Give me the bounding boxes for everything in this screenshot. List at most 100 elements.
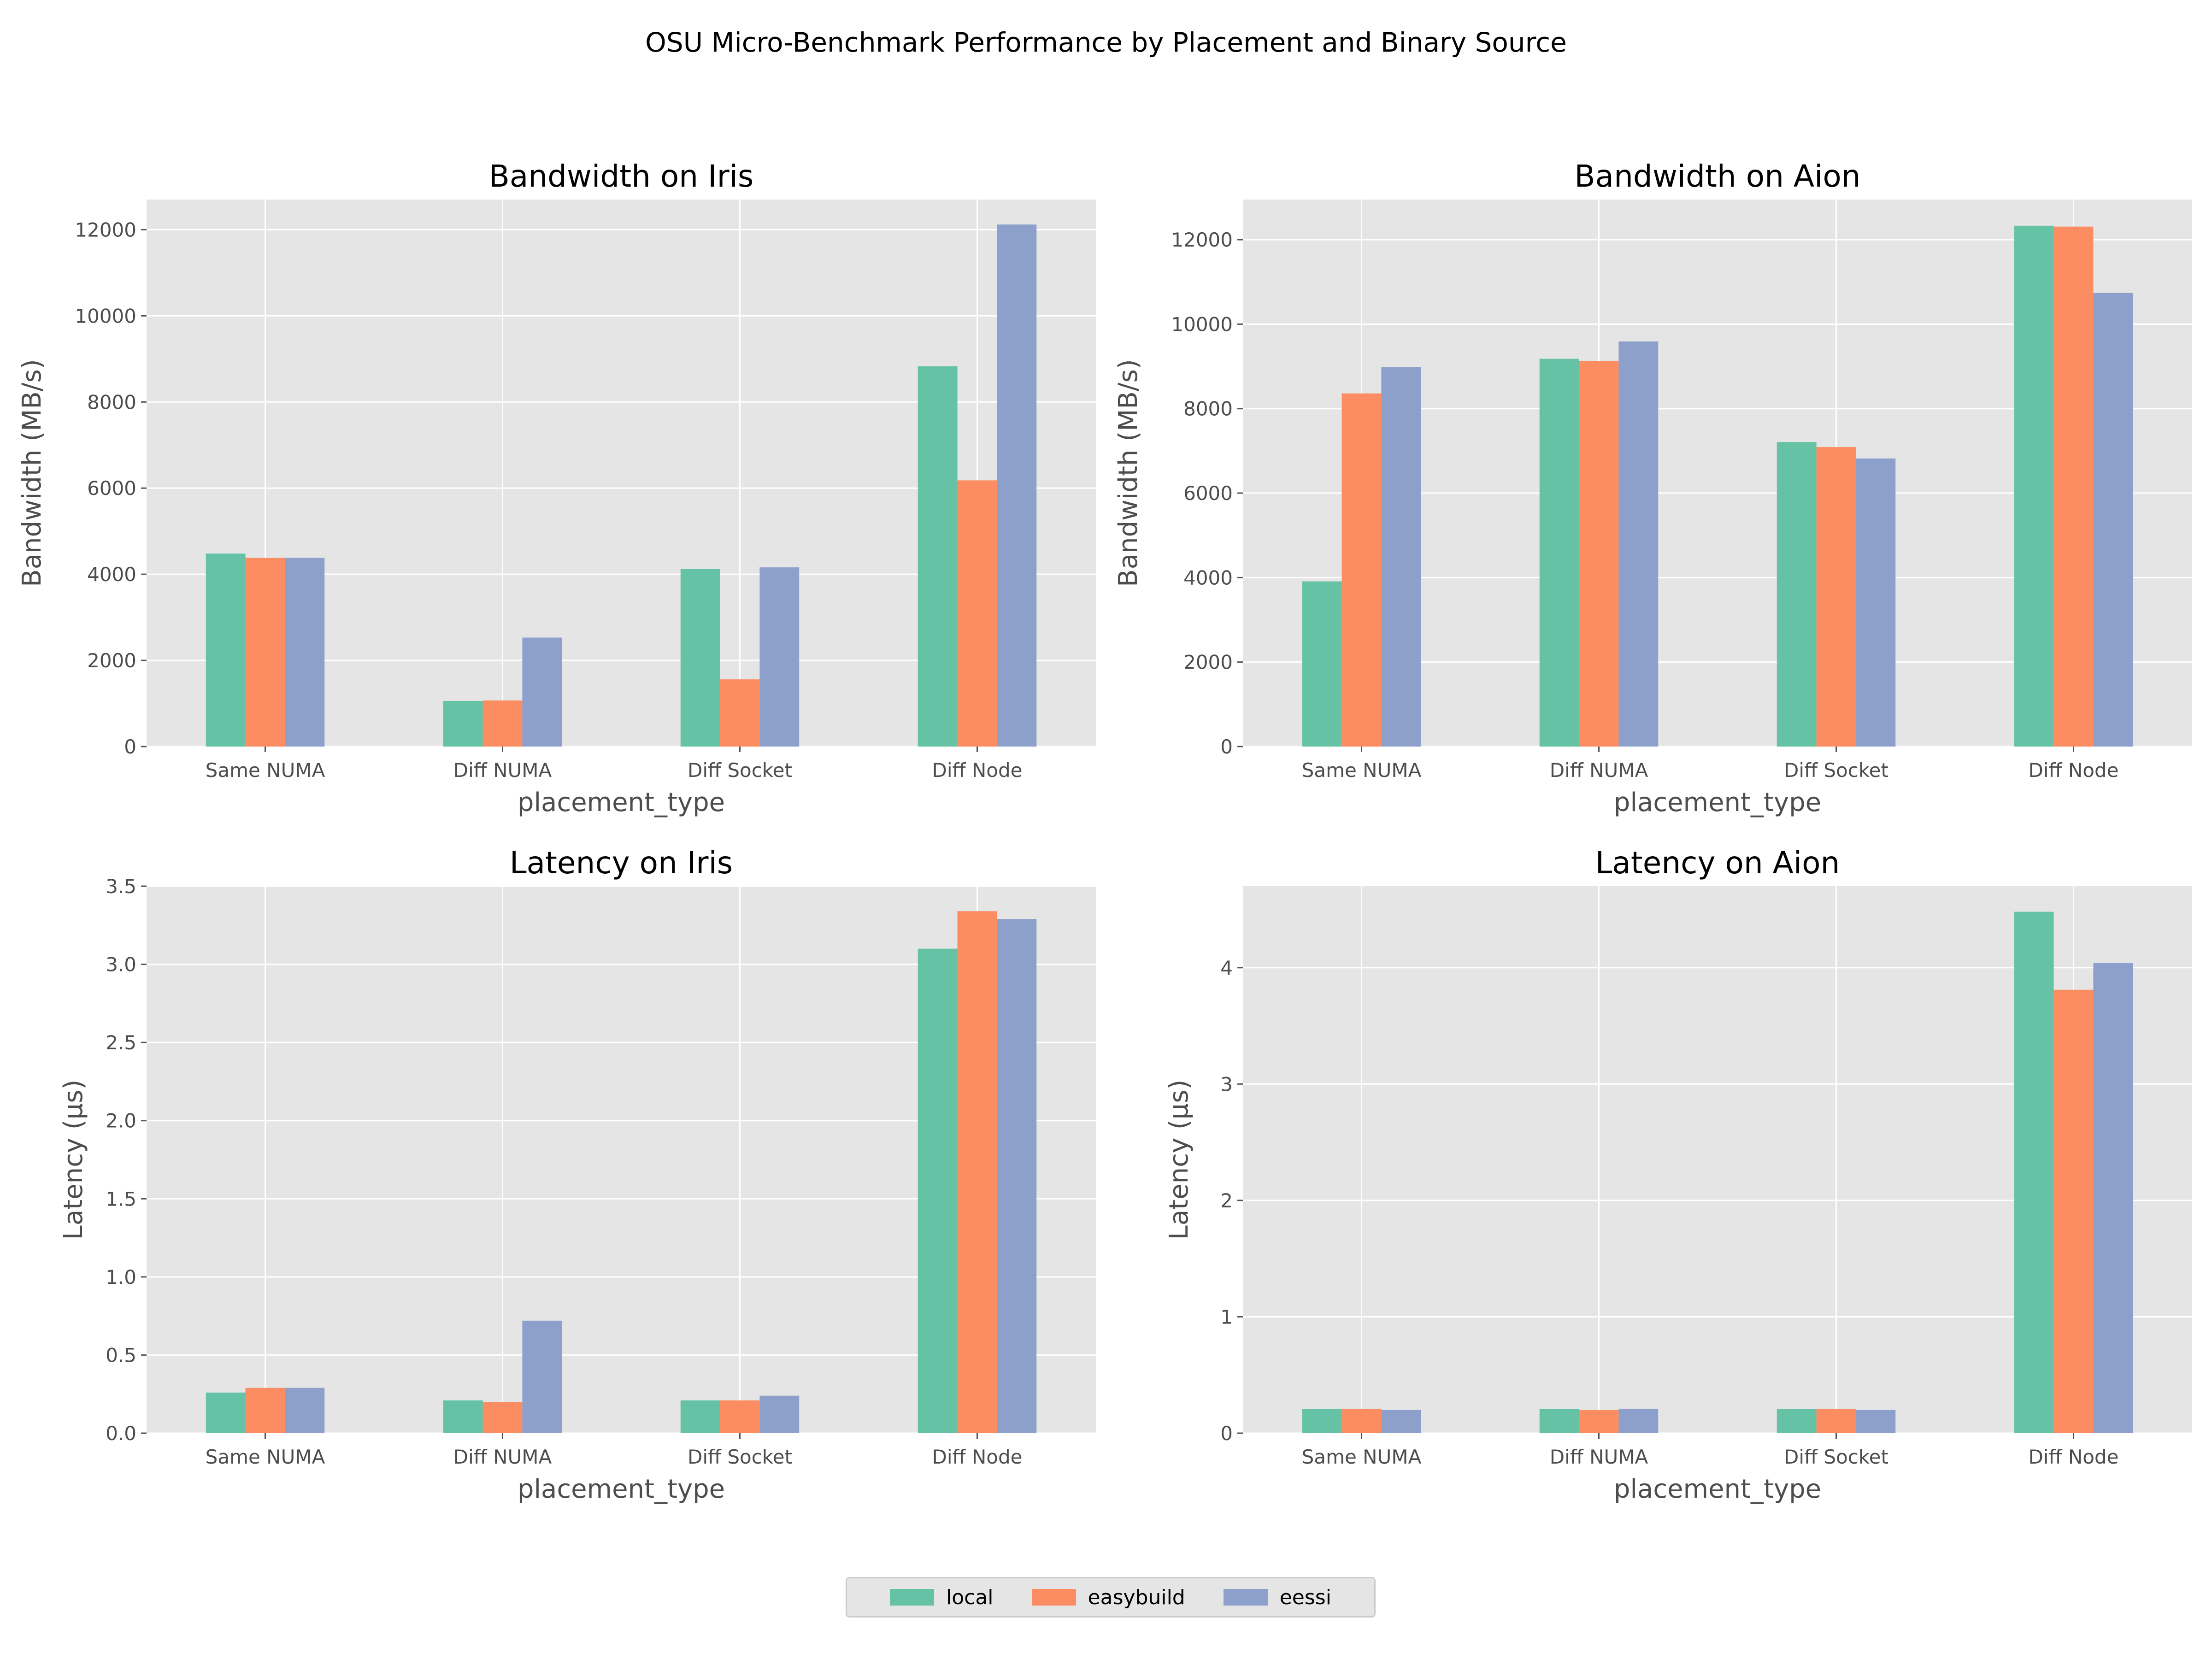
chart2-bar-local	[1539, 359, 1579, 747]
chart2-bar-eessi	[1618, 341, 1659, 747]
chart4-ytick-label: 2	[1220, 1189, 1233, 1212]
chart3-bar-local	[443, 1400, 483, 1433]
chart3-ytick-label: 3.0	[106, 953, 136, 976]
chart2-ytick-label: 8000	[1183, 398, 1233, 420]
chart4-bar-eessi	[2093, 963, 2133, 1433]
chart3-xlabel: placement_type	[518, 1474, 725, 1504]
chart4-bar-local	[2014, 912, 2054, 1433]
chart4-ytick-label: 3	[1220, 1073, 1233, 1095]
chart2-bar-easybuild	[1816, 447, 1856, 747]
legend-item-easybuild: easybuild	[1031, 1585, 1185, 1609]
chart3-bar-easybuild	[720, 1400, 760, 1433]
chart1-bar-eessi	[285, 558, 325, 747]
chart1-xtick-label: Diff Node	[932, 759, 1023, 782]
chart4-xtick-label: Diff Node	[2029, 1446, 2119, 1468]
chart3-bar-easybuild	[482, 1402, 523, 1433]
chart4-bar-eessi	[1618, 1408, 1659, 1433]
chart4-xtick-label: Diff Socket	[1784, 1446, 1888, 1468]
legend-swatch-eessi	[1223, 1589, 1268, 1606]
chart2-ytick-label: 2000	[1183, 651, 1233, 674]
chart3-xtick-label: Diff NUMA	[453, 1446, 552, 1468]
chart4-bar-eessi	[1381, 1410, 1421, 1433]
legend-swatch-easybuild	[1031, 1589, 1076, 1606]
chart1-bar-easybuild	[482, 700, 523, 747]
chart1-bar-eessi	[759, 567, 800, 747]
chart2-ytick-label: 12000	[1171, 229, 1233, 251]
chart4-bar-easybuild	[1816, 1408, 1856, 1433]
chart2-bar-eessi	[1856, 458, 1896, 747]
chart1-bar-eessi	[997, 224, 1037, 747]
chart3-bar-eessi	[285, 1388, 325, 1433]
chart3-ytick-label: 0.0	[106, 1422, 136, 1445]
chart4-bar-easybuild	[1341, 1408, 1382, 1433]
chart4-xtick-label: Same NUMA	[1302, 1446, 1422, 1468]
chart3-title: Latency on Iris	[510, 845, 733, 881]
chart1-xtick-label: Diff Socket	[688, 759, 792, 782]
legend-swatch-local	[890, 1589, 934, 1606]
chart2-bar-local	[1302, 581, 1342, 747]
chart3-bar-local	[918, 948, 958, 1433]
chart1-ytick-label: 2000	[87, 649, 136, 672]
chart2-bar-eessi	[2093, 293, 2133, 747]
chart1-ytick-label: 6000	[87, 477, 136, 500]
chart3-ytick-label: 1.5	[106, 1188, 136, 1210]
chart1-bar-eessi	[522, 637, 562, 747]
chart4-xlabel: placement_type	[1614, 1474, 1821, 1504]
legend: local easybuild eessi	[846, 1577, 1376, 1618]
chart1-bar-local	[918, 366, 958, 747]
chart3-ytick-label: 2.5	[106, 1031, 136, 1054]
chart2-ytick-label: 10000	[1171, 313, 1233, 335]
chart4-ytick-label: 4	[1220, 957, 1233, 979]
chart2-xtick-label: Diff NUMA	[1550, 759, 1648, 782]
chart4-bar-local	[1777, 1408, 1817, 1433]
chart3-bar-eessi	[759, 1395, 800, 1433]
chart3-bar-local	[680, 1400, 720, 1433]
chart3-ylabel: Latency (μs)	[59, 1080, 88, 1240]
chart4-ylabel: Latency (μs)	[1164, 1080, 1194, 1240]
chart2-xtick-label: Diff Socket	[1784, 759, 1888, 782]
chart1-bar-easybuild	[245, 558, 285, 747]
chart1-bar-local	[680, 569, 720, 747]
chart4-bar-eessi	[1856, 1410, 1896, 1433]
legend-label-easybuild: easybuild	[1088, 1585, 1185, 1609]
chart3-bar-eessi	[997, 919, 1037, 1433]
chart4-bar-local	[1302, 1408, 1342, 1433]
chart3-bar-easybuild	[245, 1388, 285, 1433]
chart2-bar-eessi	[1381, 367, 1421, 747]
chart1-ytick-label: 0	[124, 735, 136, 758]
chart2-title: Bandwidth on Aion	[1574, 159, 1860, 194]
chart3-xtick-label: Diff Node	[932, 1446, 1023, 1468]
chart3-ytick-label: 2.0	[106, 1110, 136, 1132]
chart4-title: Latency on Aion	[1595, 845, 1840, 881]
chart2-bar-local	[2014, 225, 2054, 747]
chart4-ytick-label: 0	[1220, 1422, 1233, 1445]
chart2-xtick-label: Same NUMA	[1302, 759, 1422, 782]
chart4-bar-local	[1539, 1408, 1579, 1433]
chart1-ytick-label: 8000	[87, 391, 136, 413]
chart3-ytick-label: 0.5	[106, 1344, 136, 1366]
chart1-xlabel: placement_type	[518, 788, 725, 818]
legend-label-eessi: eessi	[1279, 1585, 1331, 1609]
chart4-ytick-label: 1	[1220, 1306, 1233, 1328]
chart2-bar-local	[1777, 442, 1817, 747]
chart4-bar-easybuild	[2053, 989, 2094, 1433]
chart1-ytick-label: 12000	[75, 218, 136, 241]
chart1-xtick-label: Same NUMA	[206, 759, 325, 782]
chart1-bar-local	[443, 700, 483, 747]
chart2-ytick-label: 0	[1220, 735, 1233, 758]
chart3-ytick-label: 1.0	[106, 1266, 136, 1288]
chart3-bar-eessi	[522, 1320, 562, 1433]
chart1-bar-local	[206, 553, 246, 747]
chart2-xlabel: placement_type	[1614, 788, 1821, 818]
chart1-title: Bandwidth on Iris	[489, 159, 754, 194]
chart3-bar-local	[206, 1392, 246, 1433]
chart4-bar-easybuild	[1579, 1410, 1619, 1433]
legend-item-local: local	[890, 1586, 994, 1609]
chart1-ytick-label: 10000	[75, 305, 136, 327]
chart1-bar-easybuild	[720, 679, 760, 747]
chart2-bar-easybuild	[2053, 226, 2094, 747]
chart1-ytick-label: 4000	[87, 563, 136, 586]
chart3-ytick-label: 3.5	[106, 875, 136, 898]
chart3-bar-easybuild	[957, 911, 997, 1433]
